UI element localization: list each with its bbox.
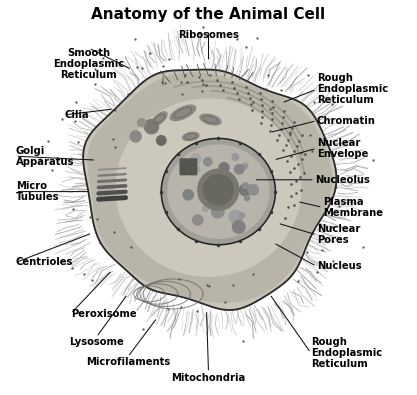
Circle shape: [239, 184, 251, 196]
Text: Centrioles: Centrioles: [15, 258, 73, 267]
Text: Peroxisome: Peroxisome: [71, 308, 136, 319]
Text: Lysosome: Lysosome: [69, 337, 124, 347]
Polygon shape: [83, 70, 337, 310]
Text: Cilia: Cilia: [65, 110, 90, 120]
Ellipse shape: [151, 112, 167, 126]
Circle shape: [193, 166, 199, 172]
FancyBboxPatch shape: [189, 159, 197, 167]
Circle shape: [156, 136, 166, 145]
Circle shape: [203, 205, 208, 212]
Circle shape: [144, 120, 158, 134]
Circle shape: [191, 154, 201, 164]
Circle shape: [203, 158, 212, 166]
Circle shape: [211, 205, 224, 218]
Text: Chromatin: Chromatin: [317, 116, 376, 126]
Circle shape: [229, 211, 242, 224]
Ellipse shape: [183, 132, 199, 141]
Text: Rough
Endoplasmic
Reticulum: Rough Endoplasmic Reticulum: [317, 73, 388, 105]
Text: Anatomy of the Animal Cell: Anatomy of the Animal Cell: [91, 7, 326, 22]
Circle shape: [183, 190, 193, 200]
Text: Microfilaments: Microfilaments: [85, 357, 170, 367]
Text: Golgi
Apparatus: Golgi Apparatus: [15, 146, 74, 167]
Circle shape: [213, 195, 223, 206]
Circle shape: [198, 192, 210, 203]
Circle shape: [185, 159, 196, 170]
Circle shape: [211, 199, 217, 204]
Circle shape: [219, 163, 229, 173]
Circle shape: [203, 175, 233, 205]
FancyBboxPatch shape: [180, 167, 188, 175]
Circle shape: [239, 213, 244, 218]
Text: Nucleus: Nucleus: [317, 261, 362, 271]
FancyBboxPatch shape: [189, 167, 197, 175]
Circle shape: [232, 220, 245, 233]
Text: Ribosomes: Ribosomes: [178, 30, 239, 40]
Circle shape: [209, 188, 220, 199]
Polygon shape: [168, 145, 269, 238]
Ellipse shape: [200, 114, 221, 125]
FancyBboxPatch shape: [180, 159, 188, 167]
Polygon shape: [88, 73, 332, 303]
Circle shape: [220, 197, 232, 209]
Circle shape: [198, 169, 239, 210]
Circle shape: [130, 131, 141, 142]
Circle shape: [193, 215, 203, 225]
Text: Micro
Tubules: Micro Tubules: [15, 181, 59, 202]
Text: Rough
Endoplasmic
Reticulum: Rough Endoplasmic Reticulum: [311, 337, 382, 369]
Polygon shape: [161, 139, 275, 245]
Circle shape: [138, 119, 146, 127]
Text: Mitochondria: Mitochondria: [171, 372, 246, 383]
Text: Smooth
Endoplasmic
Reticulum: Smooth Endoplasmic Reticulum: [53, 48, 124, 80]
Circle shape: [242, 163, 248, 169]
Ellipse shape: [170, 105, 196, 120]
Circle shape: [248, 184, 259, 195]
Text: Nucleolus: Nucleolus: [315, 175, 369, 185]
Circle shape: [232, 154, 239, 160]
Circle shape: [234, 164, 244, 174]
Circle shape: [243, 183, 249, 189]
Polygon shape: [116, 99, 301, 276]
Text: Nuclear
Pores: Nuclear Pores: [317, 224, 360, 246]
Text: Nuclear
Envelope: Nuclear Envelope: [317, 138, 368, 159]
Text: Plasma
Membrane: Plasma Membrane: [323, 197, 383, 218]
Circle shape: [244, 196, 250, 201]
Circle shape: [209, 195, 217, 203]
